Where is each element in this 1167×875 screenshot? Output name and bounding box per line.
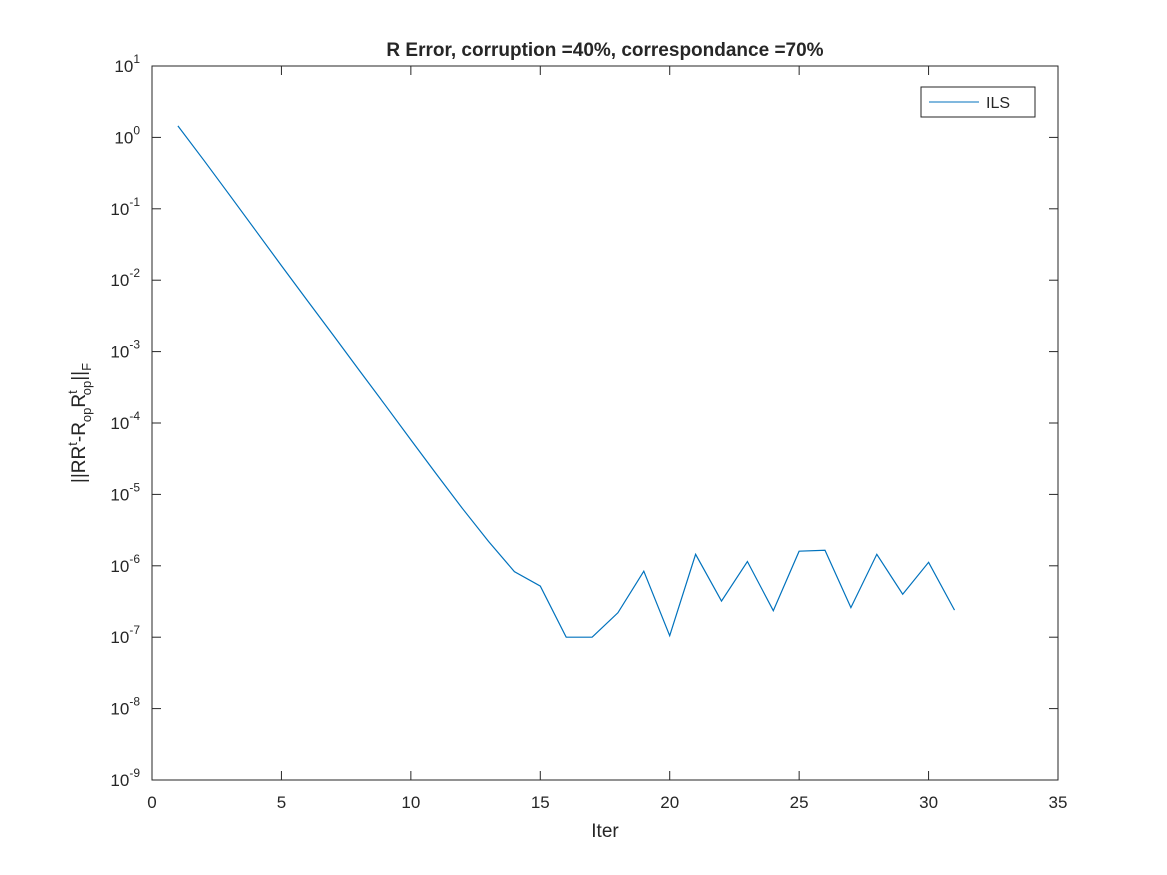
y-tick-label: 10-2: [110, 266, 140, 290]
x-tick-label: 30: [919, 793, 938, 812]
y-tick-label: 101: [114, 52, 140, 76]
y-tick-label: 10-4: [110, 409, 140, 433]
y-tick-label: 100: [114, 123, 140, 147]
chart-title: R Error, corruption =40%, correspondance…: [386, 40, 823, 61]
y-axis-ticks: 101 100 10-1 10-2 10-3 10-4 10-5 10-6 10-7 10-8 10…: [110, 52, 1058, 790]
x-axis-label: Iter: [591, 821, 619, 842]
x-tick-label: 25: [790, 793, 809, 812]
x-tick-label: 5: [277, 793, 286, 812]
y-tick-label: 10-5: [110, 480, 140, 504]
y-tick-label: 10-3: [110, 338, 140, 362]
y-tick-label: 10-1: [110, 195, 140, 219]
y-tick-label: 10-8: [110, 695, 140, 719]
x-tick-label: 35: [1049, 793, 1068, 812]
legend: ILS: [920, 86, 1036, 118]
y-tick-label: 10-6: [110, 552, 140, 576]
x-tick-label: 15: [531, 793, 550, 812]
y-tick-label: 10-7: [110, 623, 140, 647]
x-tick-label: 10: [401, 793, 420, 812]
x-tick-label: 0: [147, 793, 156, 812]
series-layer: [177, 125, 956, 638]
series-line-ils: [177, 125, 956, 638]
legend-label-ils: ILS: [986, 95, 1010, 112]
x-tick-label: 20: [660, 793, 679, 812]
y-tick-label: 10-9: [110, 766, 140, 790]
y-axis-label: ||RRt-RopRtop||F: [65, 363, 94, 483]
x-axis-ticks: 0 5 10 15 20 25 30 35: [147, 66, 1067, 812]
plot-area: [151, 65, 1059, 781]
